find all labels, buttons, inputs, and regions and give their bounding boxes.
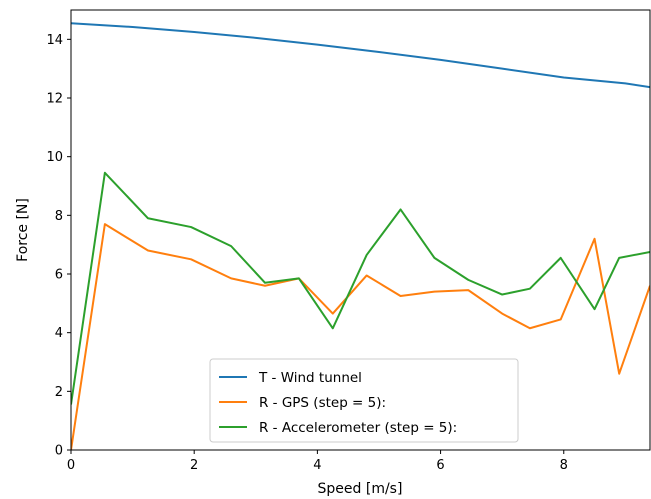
legend-box [209,358,519,443]
series-line-0 [71,22,650,89]
legend-label-0: T - Wind tunnel [258,370,362,386]
series-line-1 [71,223,650,450]
x-tick-label: 4 [313,458,321,473]
y-tick-label: 2 [55,385,63,400]
x-tick-label: 2 [190,458,198,473]
x-tick-label: 0 [67,458,75,473]
legend: T - Wind tunnel R - GPS (step = 5): R - Ac… [209,358,519,443]
y-tick-label: 6 [55,268,63,283]
y-axis-label: Force [N] [15,198,31,262]
legend-label-2: R - Accelerometer (step = 5): [259,420,457,436]
series-layer [71,22,650,450]
x-tick-label: 8 [560,458,568,473]
legend-label-1: R - GPS (step = 5): [259,395,386,411]
x-axis: 0 2 4 6 8 [67,450,568,473]
y-tick-label: 0 [55,444,63,459]
y-tick-label: 8 [55,209,63,224]
y-tick-label: 12 [46,92,63,107]
plot-frame [70,9,651,451]
y-axis: 0 2 4 6 8 10 12 14 [46,33,71,459]
series-line-2 [71,171,650,405]
x-axis-label: Speed [m/s] [318,481,403,497]
x-tick-label: 6 [436,458,444,473]
y-tick-label: 10 [46,150,63,165]
y-tick-label: 14 [46,33,63,48]
y-tick-label: 4 [55,326,63,341]
